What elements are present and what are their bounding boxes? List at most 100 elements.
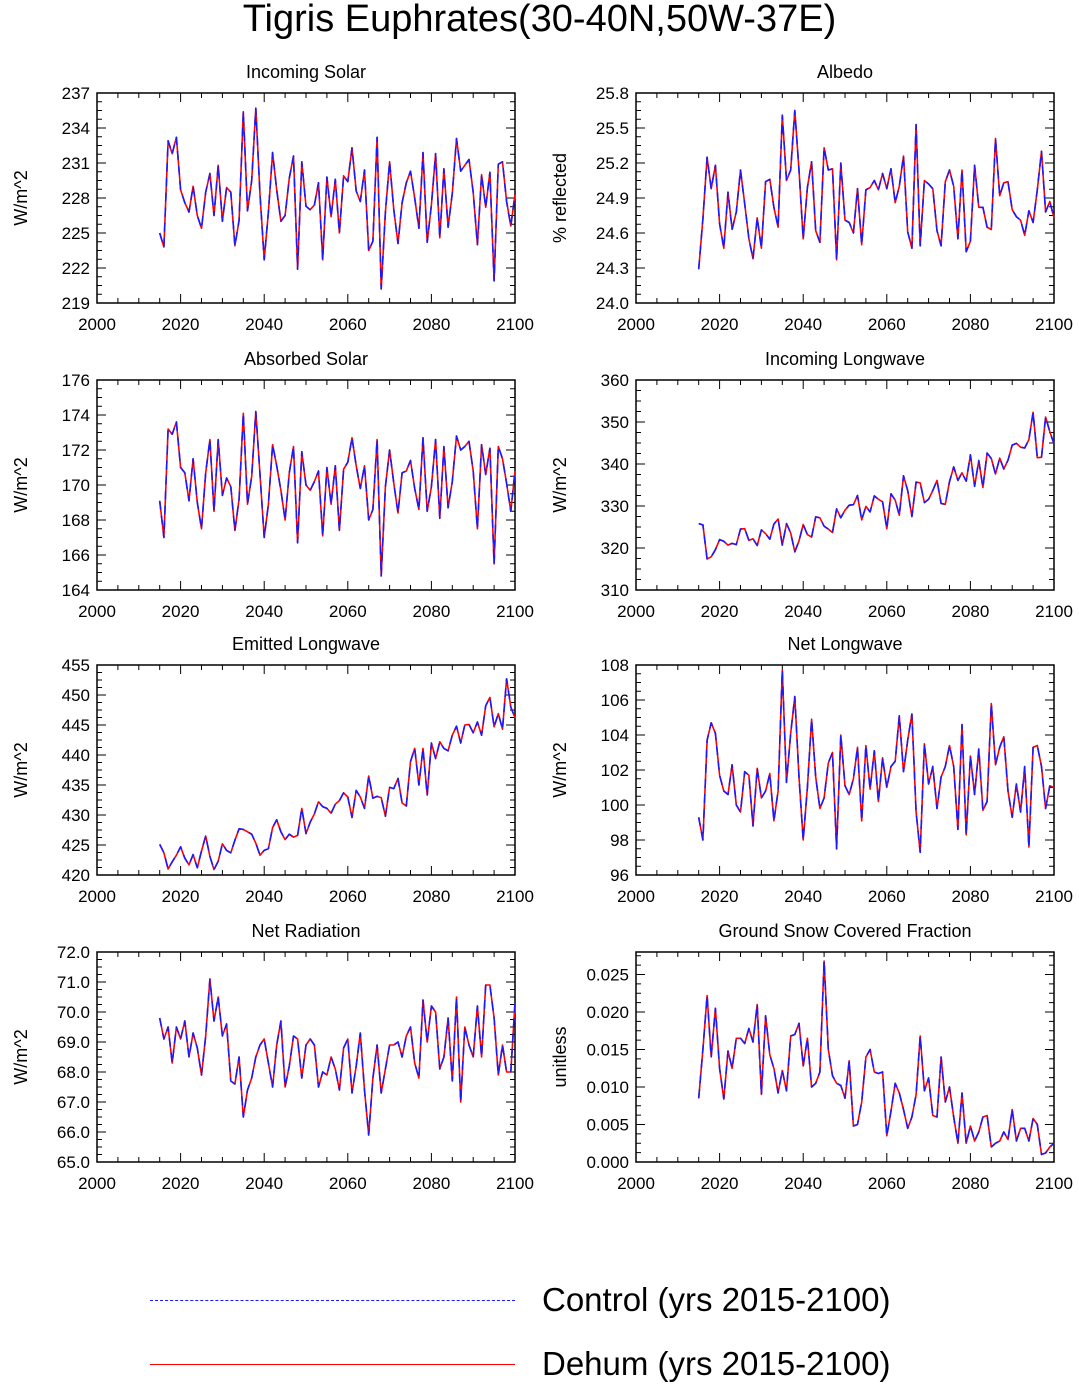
plot-frame xyxy=(635,379,1055,591)
y-tick-label: 0.005 xyxy=(586,1116,629,1135)
panel-incoming-longwave: Incoming Longwave W/m^2 2000 2020 2040 2060 20… xyxy=(550,349,1073,621)
y-tick-label: 340 xyxy=(601,455,629,474)
x-tick-label: 2080 xyxy=(951,602,989,621)
y-axis-label: % reflected xyxy=(550,153,570,243)
series-control-line xyxy=(697,669,1055,854)
x-tick-label: 2060 xyxy=(868,315,906,334)
y-tick-label: 108 xyxy=(601,656,629,675)
series-dehum-line xyxy=(697,960,1055,1156)
x-tick-label: 2100 xyxy=(1035,1174,1073,1193)
y-tick-label: 360 xyxy=(601,371,629,390)
y-tick-label: 0.010 xyxy=(586,1078,629,1097)
y-tick-label: 176 xyxy=(62,371,90,390)
legend-dehum-label: Dehum (yrs 2015-2100) xyxy=(542,1345,891,1382)
y-tick-label: 330 xyxy=(601,497,629,516)
x-tick-label: 2040 xyxy=(245,315,283,334)
x-tick-label: 2060 xyxy=(329,602,367,621)
y-tick-label: 68.0 xyxy=(57,1063,90,1082)
y-tick-label: 24.9 xyxy=(596,189,629,208)
legend-entry-dehum: Dehum (yrs 2015-2100) xyxy=(150,1342,1050,1386)
x-tick-label: 2040 xyxy=(245,602,283,621)
y-tick-label: 228 xyxy=(62,189,90,208)
series-control-line xyxy=(158,107,516,290)
x-tick-label: 2100 xyxy=(1035,602,1073,621)
x-tick-label: 2060 xyxy=(329,887,367,906)
panel-incoming-solar: Incoming Solar W/m^2 2000 2020 2040 2060 2080 2… xyxy=(11,62,534,334)
x-tick-label: 2060 xyxy=(868,887,906,906)
y-tick-label: 174 xyxy=(62,406,90,425)
series-control-line xyxy=(697,109,1055,270)
y-tick-label: 350 xyxy=(601,413,629,432)
y-tick-label: 310 xyxy=(601,581,629,600)
x-tick-label: 2100 xyxy=(1035,887,1073,906)
y-tick-label: 65.0 xyxy=(57,1153,90,1172)
y-tick-label: 24.6 xyxy=(596,224,629,243)
y-tick-label: 24.0 xyxy=(596,294,629,313)
y-tick-label: 225 xyxy=(62,224,90,243)
y-axis-label: unitless xyxy=(550,1026,570,1087)
x-tick-label: 2100 xyxy=(496,887,534,906)
panel-ground-snow-covered-fraction: Ground Snow Covered Fraction unitless 2000… xyxy=(550,921,1073,1193)
y-tick-label: 0.020 xyxy=(586,1003,629,1022)
x-tick-label: 2000 xyxy=(78,887,116,906)
x-tick-label: 2060 xyxy=(329,315,367,334)
series-control-line xyxy=(697,960,1055,1156)
x-tick-label: 2020 xyxy=(162,1174,200,1193)
x-tick-label: 2100 xyxy=(1035,315,1073,334)
series-control-line xyxy=(158,677,516,871)
series-dehum-line xyxy=(698,411,1055,560)
x-tick-label: 2080 xyxy=(951,315,989,334)
y-axis-label: W/m^2 xyxy=(550,457,570,512)
panel-title: Net Radiation xyxy=(251,921,360,941)
x-tick-label: 2060 xyxy=(329,1174,367,1193)
x-tick-label: 2000 xyxy=(78,602,116,621)
y-tick-label: 166 xyxy=(62,546,90,565)
panel-net-longwave: Net Longwave W/m^2 2000 2020 2040 2060 2080 210… xyxy=(550,634,1073,906)
panel-albedo: Albedo % reflected 2000 2020 2040 2060 2080 210… xyxy=(550,62,1073,334)
x-tick-label: 2000 xyxy=(617,602,655,621)
x-tick-label: 2080 xyxy=(951,1174,989,1193)
x-tick-label: 2080 xyxy=(412,887,450,906)
y-tick-label: 170 xyxy=(62,476,90,495)
legend-dehum-line xyxy=(150,1364,515,1365)
panel-title: Albedo xyxy=(817,62,873,82)
y-tick-label: 0.025 xyxy=(586,966,629,985)
y-tick-label: 234 xyxy=(62,119,90,138)
series-dehum-line xyxy=(697,109,1055,270)
x-tick-label: 2020 xyxy=(701,602,739,621)
x-tick-label: 2060 xyxy=(868,1174,906,1193)
x-tick-label: 2020 xyxy=(162,887,200,906)
y-tick-label: 102 xyxy=(601,761,629,780)
plot-frame xyxy=(96,951,516,1163)
x-tick-label: 2100 xyxy=(496,315,534,334)
y-tick-label: 445 xyxy=(62,716,90,735)
series-control-line xyxy=(698,411,1055,560)
series-dehum-line xyxy=(158,978,516,1136)
panel-title: Absorbed Solar xyxy=(244,349,368,369)
y-tick-label: 25.2 xyxy=(596,154,629,173)
panel-title: Net Longwave xyxy=(787,634,902,654)
panel-title: Incoming Solar xyxy=(246,62,366,82)
x-tick-label: 2080 xyxy=(412,315,450,334)
legend-control-label: Control (yrs 2015-2100) xyxy=(542,1281,891,1318)
plot-frame xyxy=(96,664,516,876)
panel-title: Emitted Longwave xyxy=(232,634,380,654)
x-tick-label: 2040 xyxy=(245,1174,283,1193)
y-tick-label: 69.0 xyxy=(57,1033,90,1052)
y-tick-label: 71.0 xyxy=(57,973,90,992)
x-tick-label: 2000 xyxy=(617,887,655,906)
y-tick-label: 425 xyxy=(62,836,90,855)
x-tick-label: 2000 xyxy=(617,1174,655,1193)
y-tick-label: 66.0 xyxy=(57,1123,90,1142)
y-tick-label: 455 xyxy=(62,656,90,675)
y-tick-label: 25.5 xyxy=(596,119,629,138)
x-tick-label: 2040 xyxy=(784,887,822,906)
panel-net-radiation: Net Radiation W/m^2 2000 2020 2040 2060 2080 21… xyxy=(11,921,534,1193)
x-tick-label: 2080 xyxy=(412,1174,450,1193)
y-axis-label: W/m^2 xyxy=(550,742,570,797)
legend-control-line xyxy=(150,1300,515,1301)
x-tick-label: 2020 xyxy=(701,1174,739,1193)
y-tick-label: 231 xyxy=(62,154,90,173)
y-tick-label: 25.8 xyxy=(596,84,629,103)
x-tick-label: 2100 xyxy=(496,602,534,621)
